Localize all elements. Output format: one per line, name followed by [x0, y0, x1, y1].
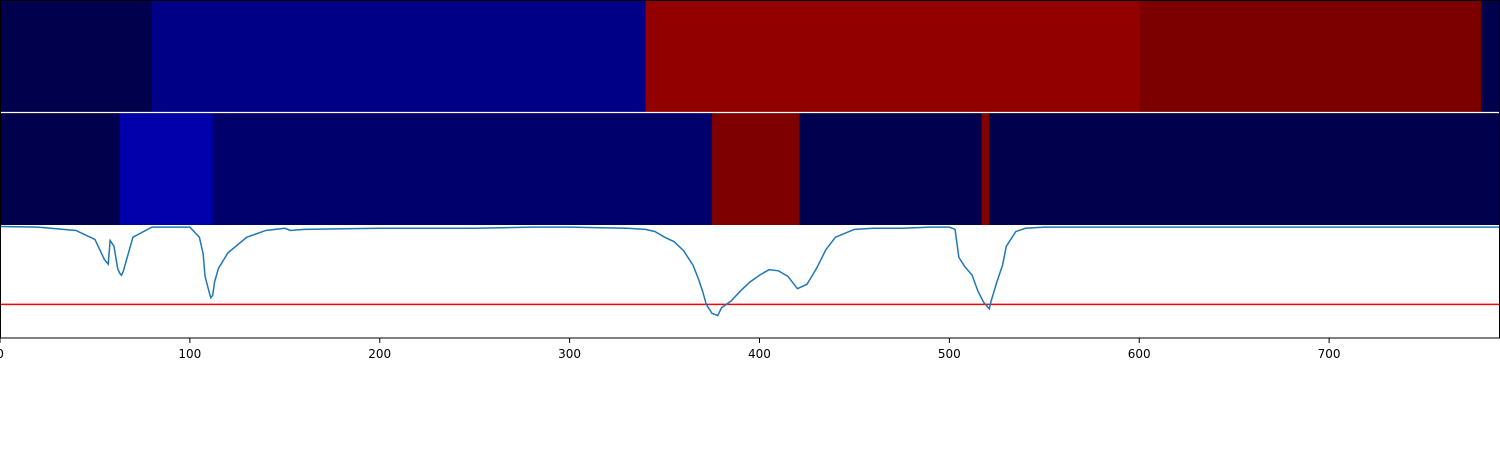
x-tick-label-0: 0: [0, 347, 4, 361]
heatmap-1-segment-2: [151, 0, 647, 112]
x-tick-label-400: 400: [748, 347, 771, 361]
heatmap-strip-1: [0, 0, 1500, 112]
heatmap-2-segment-6: [981, 113, 990, 225]
heatmap-2-segment-1: [0, 113, 121, 225]
x-tick-label-600: 600: [1128, 347, 1151, 361]
heatmap-2-segment-4: [712, 113, 800, 225]
line-panel: [0, 225, 1500, 317]
heatmap-2-segment-7: [989, 113, 1500, 225]
heatmap-1-segment-4: [1139, 0, 1482, 112]
x-axis: 0 100 200 300 400 500 600 700: [0, 338, 1341, 361]
heatmap-1-segment-1: [0, 0, 153, 112]
x-tick-label-200: 200: [368, 347, 391, 361]
x-tick-label-500: 500: [938, 347, 961, 361]
x-tick-label-700: 700: [1318, 347, 1341, 361]
heatmap-strip-2: [0, 113, 1500, 225]
heatmap-1-segment-3: [645, 0, 1140, 112]
series-line: [0, 225, 1500, 317]
heatmap-1-segment-5: [1481, 0, 1500, 112]
x-tick-label-300: 300: [558, 347, 581, 361]
heatmap-2-segment-2: [119, 113, 214, 225]
x-tick-label-100: 100: [178, 347, 201, 361]
heatmap-2-segment-3: [212, 113, 713, 225]
heatmap-2-segment-5: [799, 113, 983, 225]
